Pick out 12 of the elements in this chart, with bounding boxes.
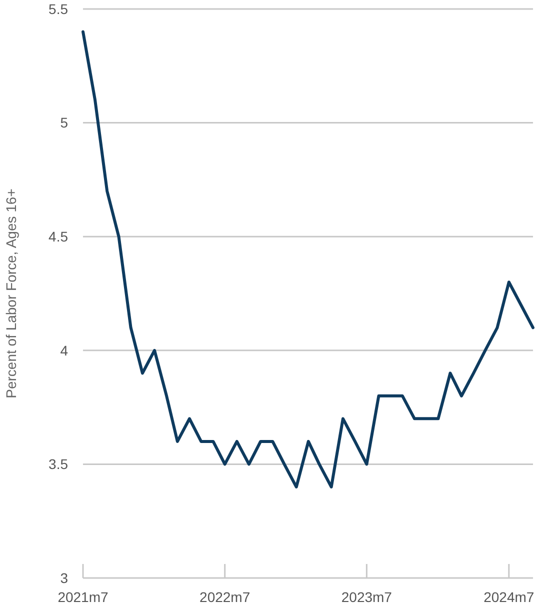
y-tick-label: 4 [60,342,68,358]
y-tick-label: 5.5 [48,0,68,17]
y-tick-label: 4.5 [48,228,68,244]
x-tick-label: 2024m7 [484,589,534,605]
y-axis-title: Percent of Labor Force, Ages 16+ [3,188,19,398]
y-tick-label: 3 [60,570,68,586]
y-tick-label: 3.5 [48,456,68,472]
y-tick-label: 5 [60,114,68,131]
x-tick-label: 2021m7 [58,589,109,605]
x-tick-label: 2022m7 [200,589,250,605]
line-series [82,30,534,488]
x-tick-label: 2023m7 [341,589,392,605]
